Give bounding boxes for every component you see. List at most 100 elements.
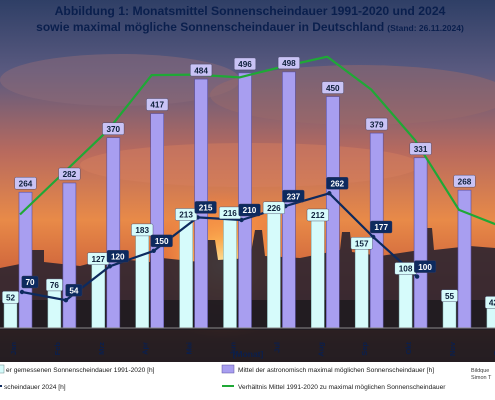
bar-max-feb — [62, 182, 77, 329]
x-tick-label-nov: Nov — [448, 341, 457, 356]
data-label-2024-jan: 70 — [25, 278, 35, 287]
legend-swatch-max — [221, 364, 235, 374]
legend-label-2024: scheindauer 2024 [h] — [4, 384, 66, 391]
image-credit-line: Bildque — [471, 368, 489, 374]
data-label-2024-jul: 237 — [287, 192, 301, 201]
point-2024-mrz — [107, 264, 113, 269]
data-label-max-nov-bg — [453, 174, 476, 188]
x-tick-label-sep: Sep — [360, 342, 369, 356]
x-tick-label-okt: Okt — [404, 342, 413, 355]
x-tick-label-jun: Jun — [228, 342, 237, 356]
bar-measured-jan — [3, 301, 18, 329]
data-label-max-mrz: 370 — [106, 125, 120, 134]
data-label-2024-aug-bg — [326, 177, 349, 190]
x-axis: Jan Feb Mrz Apr Mai Jun Jul Aug Sep Okt Nov Dez — [0, 327, 495, 357]
data-label-measured-mrz: 127 — [91, 255, 105, 264]
data-label-measured-feb: 76 — [50, 281, 60, 290]
data-label-2024-apr: 150 — [155, 237, 169, 246]
data-label-max-feb: 282 — [63, 170, 77, 179]
data-label-measured-sep-bg — [350, 237, 373, 250]
data-label-max-mai-bg — [190, 63, 213, 77]
legend-swatch-measured — [0, 364, 5, 374]
point-2024-feb — [63, 298, 69, 303]
data-label-2024-jun-bg — [238, 203, 261, 217]
data-label-measured-jul-bg — [262, 201, 285, 214]
x-tick-label-jul: Jul — [272, 342, 281, 353]
x-tick-label-dez: Dez — [492, 342, 495, 356]
bar-measured-sep — [354, 247, 369, 329]
point-2024-jun — [239, 217, 244, 223]
bar-measured-dez — [486, 306, 495, 329]
data-label-2024-apr-bg — [150, 234, 173, 248]
data-label-measured-mai-bg — [175, 208, 198, 221]
x-tick-label-mrz: Mrz — [97, 342, 106, 355]
data-label-measured-dez-bg — [485, 296, 495, 309]
data-label-measured-aug: 212 — [311, 211, 325, 220]
bar-max-mrz — [106, 137, 121, 329]
data-label-measured-okt: 108 — [399, 265, 413, 274]
chart-subtitle-stand: (Stand: 26.11.2024) — [387, 23, 464, 33]
bar-measured-nov — [442, 299, 457, 329]
data-label-max-jun: 496 — [238, 60, 252, 69]
chart-title: Abbildung 1: Monatsmittel Sonnenscheinda… — [55, 4, 446, 18]
data-label-max-jan: 264 — [19, 179, 33, 188]
point-2024-okt — [414, 274, 420, 279]
data-label-measured-jul: 226 — [267, 204, 281, 213]
data-label-2024-mai: 215 — [199, 204, 213, 213]
image-credit: Bildque Simon T — [471, 368, 492, 381]
data-label-max-okt: 331 — [414, 145, 428, 154]
data-label-measured-nov: 55 — [445, 292, 455, 301]
chart-subtitle-main: sowie maximal mögliche Sonnenscheindauer… — [36, 20, 384, 34]
point-2024-apr — [151, 248, 156, 254]
bar-measured-mai — [179, 218, 193, 329]
data-label-2024-feb-bg — [65, 284, 83, 297]
data-label-max-jun-bg — [233, 57, 256, 71]
bar-max-jun — [238, 72, 252, 329]
data-label-max-aug-bg — [321, 81, 344, 94]
data-label-max-okt-bg — [409, 142, 432, 155]
data-label-measured-aug-bg — [306, 208, 329, 222]
data-label-2024-sep-bg — [370, 220, 393, 234]
data-label-measured-nov-bg — [441, 289, 458, 302]
chart-subtitle: sowie maximal mögliche Sonnenscheindauer… — [36, 20, 464, 34]
data-label-2024-mai-bg — [194, 201, 217, 214]
data-label-2024-aug: 262 — [330, 179, 344, 188]
data-label-max-jan-bg — [14, 177, 37, 190]
legend-label-measured: er gemessenen Sonnenscheindauer 1991-202… — [6, 367, 155, 374]
data-label-max-mai: 484 — [194, 66, 208, 75]
data-label-2024-okt-bg — [414, 260, 437, 273]
data-label-max-nov: 268 — [458, 177, 472, 186]
data-label-measured-jan-bg — [2, 291, 19, 304]
data-label-2024-sep: 177 — [374, 223, 388, 232]
x-tick-label-jan: Jan — [9, 342, 18, 355]
x-tick-label-aug: Aug — [316, 342, 325, 357]
data-label-measured-dez: 42 — [489, 299, 495, 308]
data-label-measured-sep: 157 — [355, 239, 369, 248]
bar-measured-jul — [267, 211, 281, 329]
data-label-measured-apr: 183 — [135, 226, 149, 235]
data-label-2024-mrz-bg — [106, 250, 129, 263]
data-label-2024-feb: 54 — [69, 286, 79, 295]
data-label-max-jul-bg — [277, 56, 300, 70]
x-tick-label-apr: Apr — [141, 342, 150, 355]
data-label-2024-jan-bg — [21, 275, 39, 289]
legend: er gemessenen Sonnenscheindauer 1991-202… — [0, 362, 495, 400]
data-label-2024-okt: 100 — [418, 263, 432, 272]
point-2024-jan — [19, 289, 25, 295]
data-label-measured-jun: 216 — [223, 209, 237, 218]
bar-measured-jun — [223, 216, 237, 329]
x-tick-label-feb: Feb — [53, 342, 62, 356]
legend-panel — [0, 362, 495, 400]
data-labels-layer: 52 264 70 76 282 54 127 370 120 183 417 150 213 484 21… — [2, 56, 495, 309]
cloud — [0, 54, 240, 106]
image-credit-line: Simon T — [471, 375, 492, 381]
data-label-measured-mai: 213 — [179, 211, 193, 220]
x-tick-label-mai: Mai — [185, 342, 194, 355]
bar-measured-aug — [311, 218, 325, 329]
point-2024-aug — [327, 191, 332, 196]
x-axis-title: [Monat] — [233, 349, 264, 359]
legend-label-ratio: Verhältnis Mittel 1991-2020 zu maximal m… — [238, 384, 446, 391]
bar-max-okt — [413, 157, 428, 329]
bar-measured-feb — [47, 288, 62, 329]
